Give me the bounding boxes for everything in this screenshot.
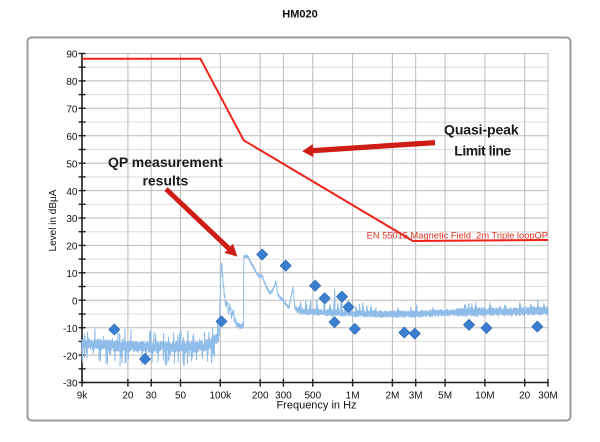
svg-text:2M: 2M	[385, 390, 399, 401]
svg-text:-20: -20	[63, 351, 78, 362]
svg-text:-30: -30	[63, 379, 78, 390]
svg-text:EN 55015 Magnetic Field 2m Tr: EN 55015 Magnetic Field 2m Triple loopQP	[367, 231, 548, 241]
svg-text:Frequency in Hz: Frequency in Hz	[276, 399, 356, 411]
svg-text:50: 50	[66, 159, 78, 170]
svg-text:60: 60	[66, 132, 78, 143]
svg-text:80: 80	[66, 77, 78, 88]
svg-text:30: 30	[146, 390, 158, 401]
svg-text:200: 200	[252, 390, 269, 401]
svg-text:HM020: HM020	[282, 9, 317, 21]
svg-text:300: 300	[275, 390, 292, 401]
svg-text:QP measurement: QP measurement	[108, 154, 223, 170]
svg-text:20: 20	[122, 390, 134, 401]
svg-text:20: 20	[66, 242, 78, 253]
svg-text:20: 20	[519, 390, 531, 401]
svg-text:40: 40	[66, 187, 78, 198]
svg-text:500: 500	[304, 390, 321, 401]
svg-text:9k: 9k	[77, 390, 89, 401]
svg-text:30M: 30M	[538, 390, 557, 401]
svg-text:results: results	[142, 173, 188, 189]
svg-text:100k: 100k	[209, 390, 232, 401]
svg-text:Quasi-peak: Quasi-peak	[444, 122, 519, 138]
svg-text:70: 70	[66, 105, 78, 116]
svg-text:-10: -10	[63, 324, 78, 335]
svg-text:30: 30	[66, 214, 78, 225]
svg-text:Level in dBµA: Level in dBµA	[48, 189, 59, 251]
svg-text:3M: 3M	[409, 390, 423, 401]
svg-text:10: 10	[66, 269, 78, 280]
svg-text:0: 0	[72, 296, 78, 307]
svg-text:Limit line: Limit line	[454, 142, 511, 158]
svg-text:90: 90	[66, 50, 78, 61]
svg-text:10M: 10M	[475, 390, 494, 401]
svg-text:50: 50	[175, 390, 187, 401]
svg-text:1M: 1M	[346, 390, 360, 401]
svg-text:5M: 5M	[438, 390, 452, 401]
